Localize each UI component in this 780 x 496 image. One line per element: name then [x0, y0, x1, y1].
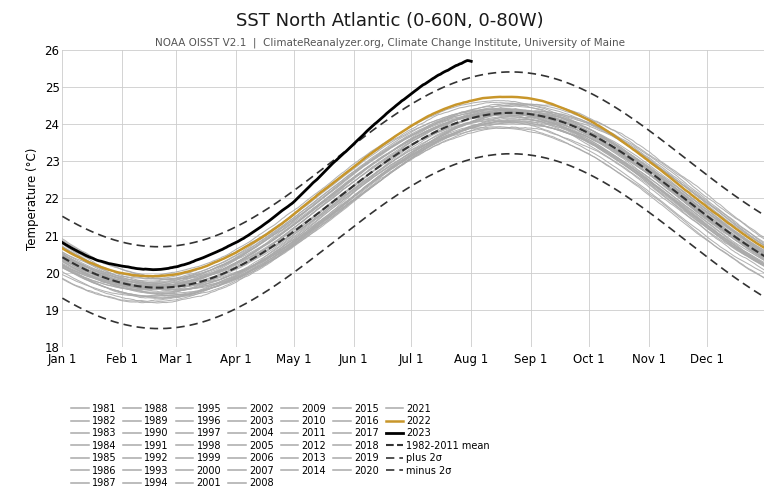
- Legend: 1981, 1982, 1983, 1984, 1985, 1986, 1987, 1988, 1989, 1990, 1991, 1992, 1993, 19: 1981, 1982, 1983, 1984, 1985, 1986, 1987…: [67, 400, 494, 492]
- Text: NOAA OISST V2.1  |  ClimateReanalyzer.org, Climate Change Institute, University : NOAA OISST V2.1 | ClimateReanalyzer.org,…: [155, 37, 625, 48]
- Y-axis label: Temperature (°C): Temperature (°C): [26, 147, 39, 249]
- Text: SST North Atlantic (0-60N, 0-80W): SST North Atlantic (0-60N, 0-80W): [236, 12, 544, 30]
